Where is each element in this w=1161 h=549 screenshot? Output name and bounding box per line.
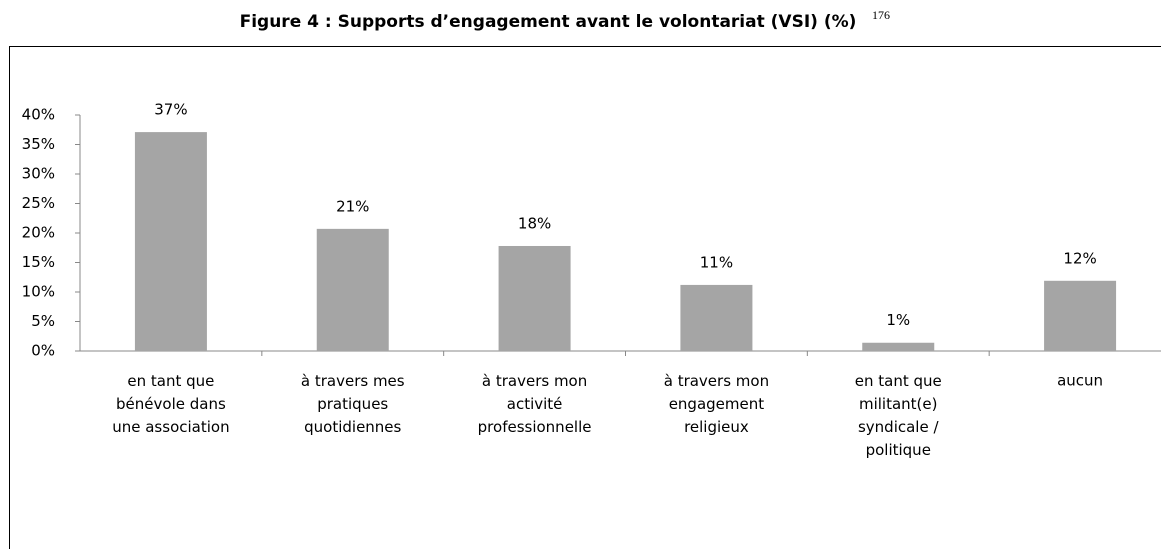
bar <box>1044 280 1117 351</box>
bar <box>316 228 389 351</box>
x-tick-label: aucun <box>1057 372 1103 390</box>
y-tick-label: 10% <box>22 283 55 301</box>
x-tick-label: à travers mes pratiques quotidiennes <box>301 372 405 436</box>
y-tick-label: 30% <box>22 165 55 183</box>
y-tick-label: 20% <box>22 224 55 242</box>
x-tick-label: à travers mon engagement religieux <box>664 372 769 436</box>
y-tick-label: 25% <box>22 194 55 212</box>
value-label: 11% <box>700 253 733 271</box>
y-tick-label: 5% <box>31 312 55 330</box>
value-label: 18% <box>518 214 551 232</box>
x-tick-label: en tant que bénévole dans une association <box>112 372 229 436</box>
chart-title: Figure 4 : Supports d’engagement avant l… <box>240 12 857 32</box>
x-tick-label: à travers mon activité professionnelle <box>478 372 592 436</box>
x-tick-label: en tant que militant(e) syndicale / politiq… <box>855 372 942 459</box>
y-tick-label: 40% <box>22 106 55 124</box>
value-label: 12% <box>1063 249 1096 267</box>
bar <box>862 342 935 351</box>
value-label: 21% <box>336 197 369 215</box>
bar <box>680 284 753 351</box>
value-label: 37% <box>154 101 187 119</box>
bar <box>134 132 207 351</box>
bar <box>498 245 571 351</box>
y-tick-label: 35% <box>22 135 55 153</box>
title-footnote: 176 <box>872 8 890 22</box>
y-tick-label: 15% <box>22 253 55 271</box>
value-label: 1% <box>886 311 910 329</box>
chart-border <box>9 46 1161 549</box>
y-tick-label: 0% <box>31 342 55 360</box>
